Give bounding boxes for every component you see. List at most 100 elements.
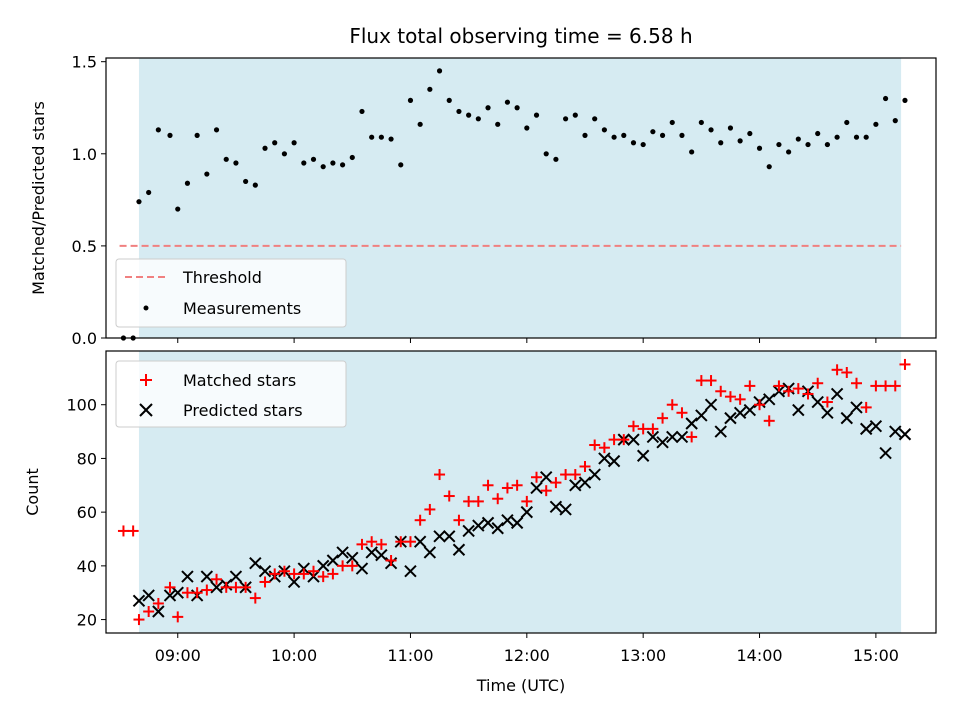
measurement-point: [281, 151, 288, 157]
measurement-point: [301, 160, 307, 166]
matched-star-point: [657, 412, 669, 424]
measurement-point: [175, 206, 181, 212]
matched-star-point: [792, 383, 804, 395]
matched-star-point: [424, 503, 436, 515]
measurement-point: [136, 199, 142, 205]
measurement-point: [524, 125, 530, 131]
predicted-star-point: [491, 522, 504, 535]
predicted-star-point: [627, 433, 640, 446]
matched-star-point: [521, 495, 533, 507]
matched-star-point: [724, 391, 736, 403]
measurement-point: [718, 140, 724, 146]
chart-title: Flux total observing time = 6.58 h: [349, 24, 692, 48]
x-tick-label: 11:00: [387, 646, 433, 665]
matched-star-point: [278, 565, 290, 577]
predicted-star-point: [152, 605, 165, 618]
measurement-point: [766, 164, 772, 170]
predicted-star-point: [501, 513, 514, 527]
bottom-y-tick-label: 80: [77, 449, 97, 468]
predicted-star-point: [607, 454, 621, 468]
matched-star-point: [841, 366, 853, 378]
measurement-point: [563, 116, 569, 122]
top-y-axis-label: Matched/Predicted stars: [29, 101, 48, 295]
matched-star-point: [404, 536, 416, 548]
matched-star-point: [172, 611, 184, 623]
top-y-tick-label: 0.0: [72, 329, 97, 348]
predicted-star-point: [472, 519, 485, 532]
measurement-point: [873, 121, 879, 127]
matched-star-point: [375, 538, 387, 550]
matched-star-point: [288, 568, 300, 580]
matched-star-point: [608, 434, 620, 446]
measurement-point: [495, 121, 501, 127]
matched-star-point: [560, 469, 572, 481]
matched-star-point: [860, 401, 872, 413]
matched-star-point: [463, 495, 475, 507]
matched-star-point: [117, 525, 129, 537]
predicted-star-point: [569, 479, 582, 492]
matched-star-point: [637, 423, 649, 435]
matched-star-point: [181, 587, 193, 599]
x-tick-label: 15:00: [853, 646, 899, 665]
matched-star-point: [686, 431, 698, 443]
matched-star-point: [308, 565, 319, 577]
measurement-point: [398, 162, 404, 168]
legend-matched-swatch: [140, 374, 152, 386]
predicted-star-point: [859, 422, 873, 436]
measurement-point: [204, 171, 210, 177]
matched-star-point: [127, 525, 139, 537]
measurement-point: [863, 134, 869, 140]
matched-star-point: [511, 479, 523, 491]
measurement-point: [378, 134, 384, 140]
matched-star-point: [589, 439, 601, 451]
legend-matched-label: Matched stars: [183, 371, 296, 390]
matched-star-point: [317, 571, 329, 583]
measurement-point: [456, 108, 462, 115]
x-axis-label: Time (UTC): [476, 676, 565, 695]
bottom-axes-frame: [105, 350, 937, 634]
matched-star-point: [501, 482, 513, 494]
predicted-star-point: [443, 530, 456, 543]
matched-star-point: [734, 393, 746, 405]
predicted-star-point: [530, 481, 543, 495]
matched-star-point: [434, 469, 446, 481]
measurement-point: [359, 108, 365, 115]
matched-star-point: [249, 592, 261, 604]
measurement-point: [262, 145, 268, 151]
predicted-star-point: [743, 403, 757, 417]
matched-star-point: [220, 581, 232, 593]
measurement-point: [272, 140, 278, 146]
matched-star-point: [211, 573, 223, 585]
matched-star-point: [647, 423, 659, 435]
measurement-point: [708, 127, 714, 133]
bottom-legend-box: [115, 360, 347, 428]
measurement-point: [592, 116, 598, 122]
predicted-star-point: [821, 406, 834, 419]
matched-star-point: [705, 375, 717, 387]
predicted-star-point: [326, 554, 340, 567]
matched-star-point: [356, 538, 368, 550]
bottom-y-tick-label: 60: [77, 503, 97, 522]
matched-star-point: [492, 493, 504, 505]
predicted-star-point: [413, 535, 427, 548]
predicted-star-point: [229, 570, 243, 583]
predicted-star-point: [869, 419, 883, 433]
matched-star-point: [133, 614, 145, 626]
predicted-star-point: [850, 401, 863, 414]
measurement-point: [882, 95, 889, 102]
predicted-star-point: [163, 589, 177, 602]
matched-star-point: [802, 388, 814, 400]
measurement-point: [611, 134, 617, 140]
matched-star-point: [763, 415, 775, 427]
measurement-point: [514, 105, 520, 111]
measurement-point: [223, 156, 229, 162]
matched-star-point: [666, 399, 678, 411]
top-panel: 0.0 0.5 1.0 1.5 Matched/Predicted stars Thr…: [29, 53, 937, 348]
predicted-star-point: [879, 446, 892, 460]
predicted-star-point: [840, 411, 854, 425]
matched-star-point: [298, 568, 310, 580]
predicted-star-point: [666, 430, 679, 444]
measurement-point: [485, 105, 491, 111]
matched-star-point: [453, 514, 465, 526]
